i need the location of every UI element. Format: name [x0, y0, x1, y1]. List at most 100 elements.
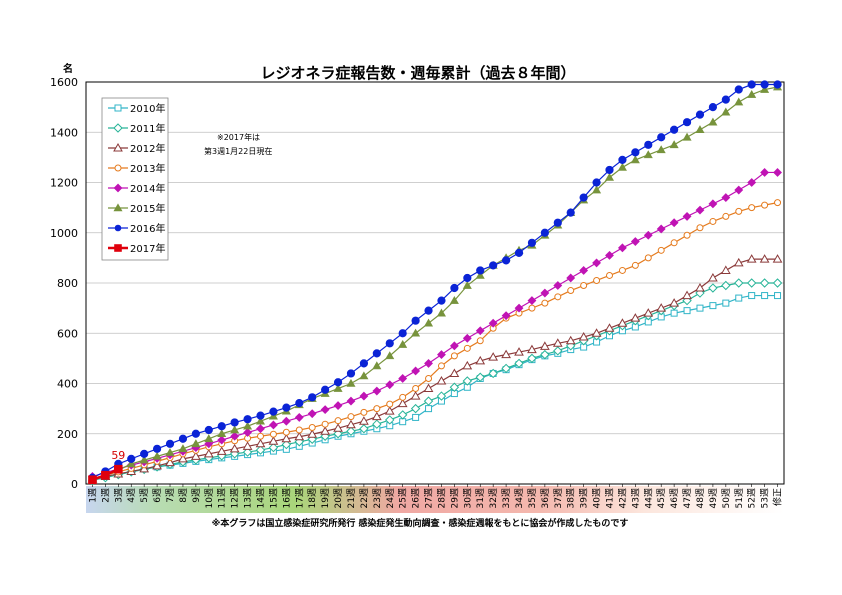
x-tick-label: 30週 [462, 488, 473, 508]
x-tick-label: 28週 [436, 488, 447, 508]
data-point [643, 150, 653, 159]
data-point [773, 80, 782, 89]
series-2017年 [88, 464, 123, 485]
data-point [708, 283, 718, 293]
data-point [398, 374, 408, 383]
x-tick-label: 22週 [359, 488, 370, 508]
legend-label: 2016年 [130, 222, 165, 235]
x-tick-label: 3週 [113, 488, 124, 503]
data-point [411, 328, 421, 337]
x-tick-label: 17週 [294, 488, 305, 508]
x-tick-label: 7週 [165, 488, 176, 503]
data-point [436, 308, 446, 317]
x-tick-label: 9週 [191, 488, 202, 503]
data-point [462, 280, 472, 289]
data-point [217, 435, 227, 445]
data-point [139, 455, 149, 464]
data-point [592, 178, 601, 187]
data-point [423, 383, 434, 393]
data-point [579, 193, 588, 202]
x-tick-label: 31週 [475, 488, 486, 508]
y-axis-ticks: 0 200 400 600 800 1000 1200 1400 1600 [50, 76, 78, 491]
data-point [178, 434, 188, 443]
data-point [191, 429, 200, 438]
x-tick-label: 37週 [553, 488, 564, 508]
data-point [411, 366, 421, 376]
x-tick-label: 40週 [592, 488, 603, 508]
data-point [229, 443, 240, 453]
data-point [553, 218, 562, 227]
legend-marker [114, 104, 122, 112]
data-point [580, 282, 588, 290]
data-point [425, 374, 433, 382]
data-point [397, 410, 408, 420]
data-point [514, 303, 524, 313]
data-point [372, 386, 382, 396]
data-point [436, 391, 447, 401]
data-point [657, 133, 666, 142]
data-point [165, 439, 175, 448]
data-point [294, 412, 304, 422]
data-point [761, 292, 769, 300]
y-tick-label: 0 [71, 478, 78, 491]
x-tick-label: 8週 [178, 488, 189, 503]
x-tick-label: 13週 [243, 488, 254, 508]
data-point [708, 103, 718, 112]
legend-marker [114, 164, 122, 172]
data-point [553, 281, 563, 290]
data-point [165, 457, 175, 467]
data-point [243, 428, 252, 437]
data-point [412, 385, 420, 393]
data-point [385, 339, 394, 348]
data-point [683, 307, 691, 315]
data-point [721, 107, 731, 116]
data-point [592, 258, 601, 268]
data-point [708, 117, 718, 126]
data-point [114, 464, 123, 474]
data-point [449, 341, 459, 351]
legend-marker [114, 244, 122, 252]
data-point [774, 199, 782, 207]
data-point [772, 278, 783, 288]
data-point [759, 278, 770, 288]
data-point [398, 339, 408, 348]
x-tick-label: 45週 [656, 488, 667, 508]
data-point [178, 444, 188, 453]
series-2015年 [87, 82, 783, 483]
data-point [592, 185, 602, 194]
x-tick-label: 41週 [605, 488, 616, 508]
data-point [735, 294, 743, 302]
data-point [346, 369, 356, 378]
data-point [295, 398, 304, 408]
data-point [656, 224, 666, 234]
legend-marker [113, 142, 123, 152]
data-point [230, 425, 240, 434]
data-point [604, 323, 615, 332]
x-tick-label: 26週 [411, 488, 422, 508]
data-point [385, 415, 395, 425]
data-point [449, 368, 460, 377]
chart-title: レジオネラ症報告数・週毎累計（過去８年間） [260, 64, 575, 82]
x-tick-label: 29週 [449, 488, 460, 508]
data-point [761, 201, 769, 209]
data-point [425, 405, 433, 413]
data-point [268, 442, 279, 453]
data-point [606, 271, 613, 279]
data-point [721, 95, 730, 104]
data-point [333, 429, 343, 439]
x-tick-label: 43週 [630, 488, 641, 508]
x-tick-label: 18週 [307, 488, 318, 508]
data-point [255, 416, 266, 425]
data-point [423, 396, 434, 406]
data-point [476, 337, 484, 345]
data-point [656, 303, 667, 312]
y-tick-label: 800 [57, 277, 78, 290]
data-point [617, 318, 628, 327]
x-tick-label: 16週 [281, 488, 292, 508]
legend-marker [113, 183, 123, 193]
data-point [307, 429, 318, 438]
data-point [721, 280, 731, 291]
x-tick-label: 32週 [488, 488, 499, 508]
data-point [230, 431, 240, 441]
data-point [540, 288, 550, 298]
